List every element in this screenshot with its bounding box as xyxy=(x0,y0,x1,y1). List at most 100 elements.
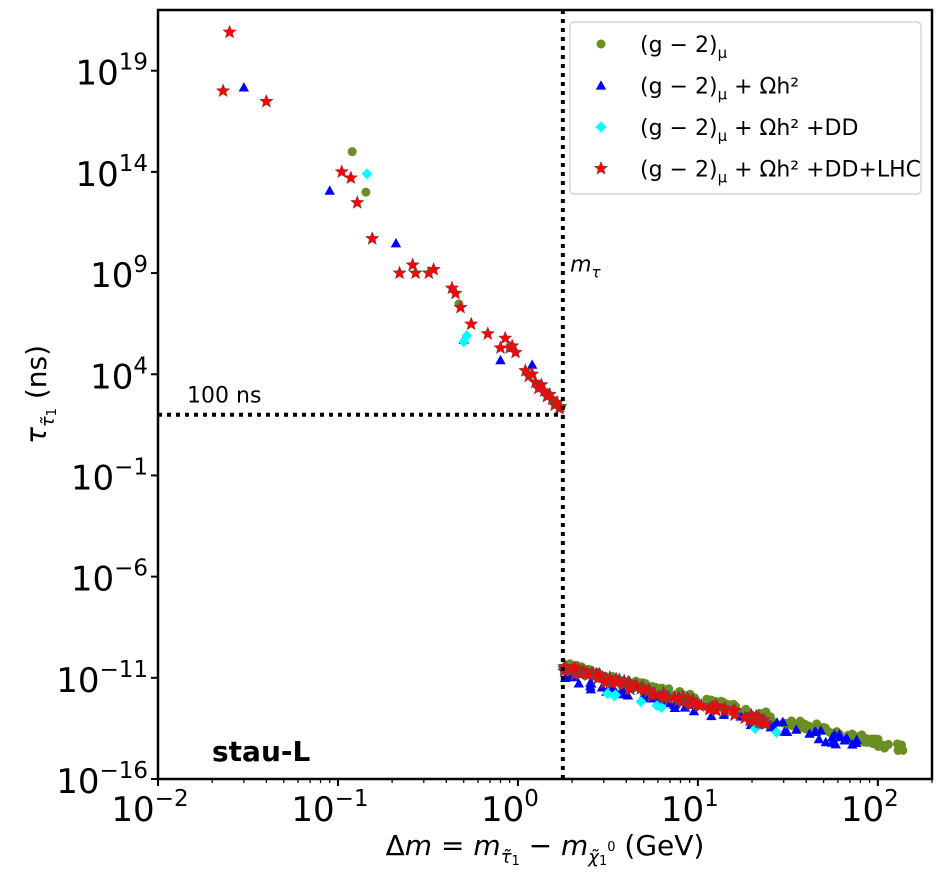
data-point xyxy=(349,194,365,209)
legend: (g − 2)μ (g − 2)μ + Ωh² (g − 2)μ + Ωh² +DD… xyxy=(569,21,922,195)
data-point xyxy=(820,736,831,747)
data-point xyxy=(871,736,881,746)
data-point xyxy=(706,710,717,721)
x-tick-label: 10−1 xyxy=(291,786,368,830)
panel-label: stau-L xyxy=(212,735,311,768)
data-point xyxy=(480,326,496,341)
hundred-ns-label: 100 ns xyxy=(187,384,261,409)
data-point xyxy=(361,187,371,197)
data-point xyxy=(609,689,621,701)
data-point xyxy=(222,24,237,39)
data-point xyxy=(635,696,647,708)
data-point xyxy=(647,686,663,701)
tau-mass-label: mτ xyxy=(570,252,601,281)
data-point xyxy=(813,733,825,744)
y-tick-label: 10−1 xyxy=(71,454,148,498)
data-point xyxy=(361,168,373,180)
data-point xyxy=(608,674,623,689)
data-point xyxy=(215,83,231,98)
data-point xyxy=(897,740,907,750)
data-point xyxy=(461,330,473,342)
x-tick-label: 102 xyxy=(841,786,899,830)
data-point xyxy=(809,726,820,736)
x-tick-label: 100 xyxy=(481,786,539,830)
data-point xyxy=(390,237,402,248)
y-tick-label: 1019 xyxy=(75,50,148,94)
data-point xyxy=(883,739,893,749)
legend-entry: (g − 2)μ + Ωh² xyxy=(595,75,799,104)
data-point xyxy=(771,726,783,738)
data-point xyxy=(504,338,520,353)
data-point xyxy=(448,285,463,300)
data-point xyxy=(534,377,549,392)
data-point xyxy=(334,164,350,179)
data-point xyxy=(259,93,274,108)
data-point xyxy=(651,700,663,712)
y-tick-label: 1014 xyxy=(75,151,148,195)
data-point xyxy=(347,147,357,157)
y-axis-ticks: 10−16 10−11 10−6 10−1 104 109 1014 1019 xyxy=(56,50,158,802)
data-point xyxy=(622,680,637,695)
data-point xyxy=(692,698,707,713)
y-tick-label: 10−6 xyxy=(71,556,148,600)
data-point xyxy=(573,678,585,688)
series-3 xyxy=(361,168,783,738)
y-axis-label: ττ̃1 (ns) xyxy=(20,345,60,444)
data-point xyxy=(755,715,771,730)
data-point xyxy=(405,257,420,272)
data-point xyxy=(727,707,742,722)
data-point xyxy=(567,660,582,675)
data-point xyxy=(426,261,441,276)
data-point xyxy=(725,702,741,717)
series-4 xyxy=(215,24,774,731)
legend-marker xyxy=(593,160,609,175)
y-tick-label: 10−11 xyxy=(56,657,148,701)
data-point xyxy=(667,689,682,704)
data-point xyxy=(622,690,634,700)
legend-label: (g − 2)μ xyxy=(640,33,728,62)
legend-marker xyxy=(596,39,606,49)
data-point xyxy=(781,726,793,737)
y-tick-label: 109 xyxy=(90,252,148,296)
y-tick-label: 104 xyxy=(90,353,148,397)
data-point xyxy=(708,703,724,717)
data-point xyxy=(453,299,468,314)
data-point xyxy=(508,344,523,359)
legend-label: (g − 2)μ + Ωh² +DD+LHC xyxy=(640,158,921,187)
legend-entry: (g − 2)μ + Ωh² +DD+LHC xyxy=(593,158,921,187)
data-point xyxy=(771,717,783,727)
x-axis-label: Δm = mτ̃1 − mχ̃10 (GeV) xyxy=(386,829,705,869)
data-point xyxy=(524,366,540,381)
legend-marker xyxy=(595,121,607,133)
data-point xyxy=(688,705,700,716)
data-point xyxy=(324,185,335,195)
y-tick-label: 10−16 xyxy=(56,758,148,802)
x-tick-label: 10−2 xyxy=(111,786,188,830)
data-point xyxy=(841,732,853,743)
data-point xyxy=(392,265,407,280)
legend-marker xyxy=(595,80,607,90)
data-point xyxy=(628,677,643,692)
data-point xyxy=(238,82,250,92)
legend-entry: (g − 2)μ xyxy=(596,33,728,62)
legend-label: (g − 2)μ + Ωh² +DD xyxy=(640,116,858,145)
data-point xyxy=(602,688,614,700)
data-point xyxy=(791,724,802,734)
data-point xyxy=(581,667,597,682)
axes-frame xyxy=(156,8,934,781)
data-point xyxy=(804,721,814,731)
data-point xyxy=(526,359,538,369)
legend-entry: (g − 2)μ + Ωh² +DD xyxy=(595,116,858,145)
data-point xyxy=(787,720,797,730)
data-point xyxy=(765,722,776,732)
data-point xyxy=(343,170,359,185)
data-point xyxy=(497,330,513,345)
legend-box xyxy=(569,21,922,195)
data-point xyxy=(585,681,596,691)
data-point xyxy=(408,265,423,280)
x-axis-ticks: 10−2 10−1 100 101 102 xyxy=(111,779,933,830)
data-point xyxy=(495,354,506,365)
data-point xyxy=(830,739,842,749)
guide-lines xyxy=(158,10,565,779)
